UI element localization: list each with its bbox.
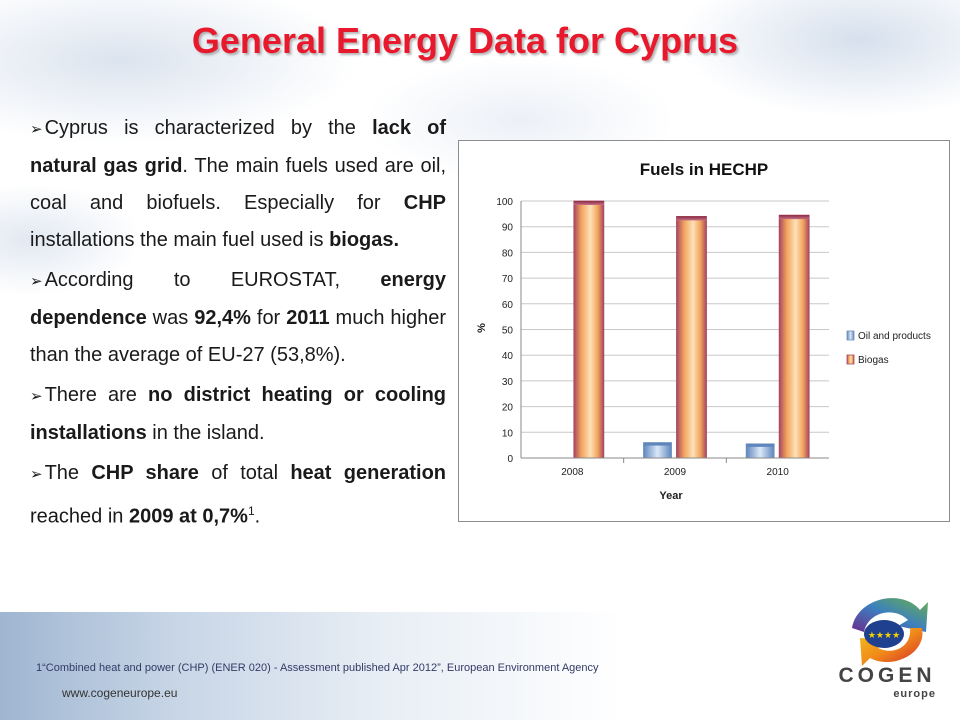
text-run: was <box>146 307 195 329</box>
text-run: reached in <box>30 505 129 528</box>
x-tick-label: 2010 <box>767 467 790 478</box>
y-tick-label: 10 <box>502 428 514 439</box>
body-text: ➢ Cyprus is characterized by the lack of … <box>30 110 446 539</box>
bar-biogas-2010 <box>778 214 810 459</box>
bar-biogas-cap <box>573 201 604 205</box>
bar-biogas-2009 <box>676 216 707 459</box>
y-tick-label: 70 <box>502 274 514 285</box>
text-run: for <box>250 307 287 329</box>
text-run: no district heating or cooling installat… <box>30 384 446 444</box>
y-tick-label: 90 <box>502 223 514 234</box>
slide-title: General Energy Data for Cyprus <box>191 20 739 61</box>
bullet-paragraph: ➢ The CHP share of total heat generation … <box>30 455 446 536</box>
bar-biogas-cap <box>779 215 810 220</box>
text-run: biogas. <box>329 229 400 251</box>
text-run: lack of natural gas grid <box>30 117 447 177</box>
bottom-band <box>0 612 960 720</box>
y-tick-label: 40 <box>502 351 514 362</box>
bullet-paragraph: ➢ There are no district heating or coolin… <box>30 377 446 452</box>
x-tick-label: 2008 <box>561 467 584 478</box>
bullet-paragraph: ➢ According to EUROSTAT, energy dependenc… <box>30 262 446 374</box>
text-run: CHP <box>403 192 446 214</box>
logo-wordmark: COGEN <box>838 664 936 687</box>
bar-oil-cap <box>746 443 775 447</box>
chart-x-axis-label: Year <box>659 490 683 502</box>
chart-title: Fuels in HECHP <box>640 160 768 179</box>
text-run: . The main fuels used are oil, coal and … <box>30 155 447 214</box>
y-tick-label: 30 <box>502 377 514 388</box>
footnote-marker: 1 <box>247 504 255 518</box>
text-run: installations the main fuel used is <box>30 229 330 251</box>
cogen-logo-icon: ★★★★ <box>852 598 928 666</box>
text-run: 92,4% <box>194 307 251 329</box>
text-run: CHP share <box>91 462 199 484</box>
text-run: According to EUROSTAT, <box>44 269 381 291</box>
text-run: The <box>44 462 92 484</box>
y-tick-label: 20 <box>502 403 514 414</box>
legend-swatch <box>846 330 855 341</box>
text-run: heat generation <box>290 462 446 484</box>
arrow-bullet-icon: ➢ <box>30 121 43 138</box>
text-run: of total <box>198 462 291 484</box>
bar-chart: Fuels in HECHP % Year 0 10 20 30 40 50 60 70 80 9… <box>476 160 931 502</box>
legend-label: Biogas <box>858 355 889 366</box>
y-tick-label: 60 <box>502 300 514 311</box>
logo-subtitle: europe <box>893 688 936 700</box>
arrow-bullet-icon: ➢ <box>30 273 43 290</box>
y-tick-label: 50 <box>502 326 514 337</box>
arrow-bullet-icon: ➢ <box>30 466 43 483</box>
bar-biogas-cap <box>676 216 707 221</box>
bar-biogas-2008 <box>573 200 605 459</box>
text-run: 2009 at 0,7% <box>128 505 248 528</box>
text-run: . <box>254 505 261 528</box>
y-tick-label: 0 <box>507 454 513 465</box>
legend-label: Oil and products <box>858 331 931 342</box>
chart-frame: Fuels in HECHP % Year 0 10 20 30 40 50 60 70 80 9… <box>458 140 950 522</box>
text-run: 2011 <box>286 307 330 329</box>
text-run: energy dependence <box>30 269 446 329</box>
chart-y-axis-label: % <box>476 323 488 333</box>
svg-text:★★★★: ★★★★ <box>868 631 900 641</box>
legend-swatch <box>846 354 855 365</box>
text-run: much higher than the average of EU-27 (5… <box>30 307 447 366</box>
text-run: in the island. <box>146 422 265 444</box>
website-url: www.cogeneurope.eu <box>62 686 178 700</box>
y-tick-label: 100 <box>496 197 513 208</box>
y-tick-label: 80 <box>502 248 514 259</box>
bar-oil-cap <box>643 442 672 446</box>
bullet-paragraph: ➢ Cyprus is characterized by the lack of … <box>30 110 446 259</box>
x-tick-label: 2009 <box>664 467 687 478</box>
footnote: 1“Combined heat and power (CHP) (ENER 02… <box>36 662 599 674</box>
text-run: Cyprus is characterized by the <box>44 117 373 139</box>
arrow-bullet-icon: ➢ <box>30 388 43 405</box>
text-run: There are <box>44 384 149 406</box>
